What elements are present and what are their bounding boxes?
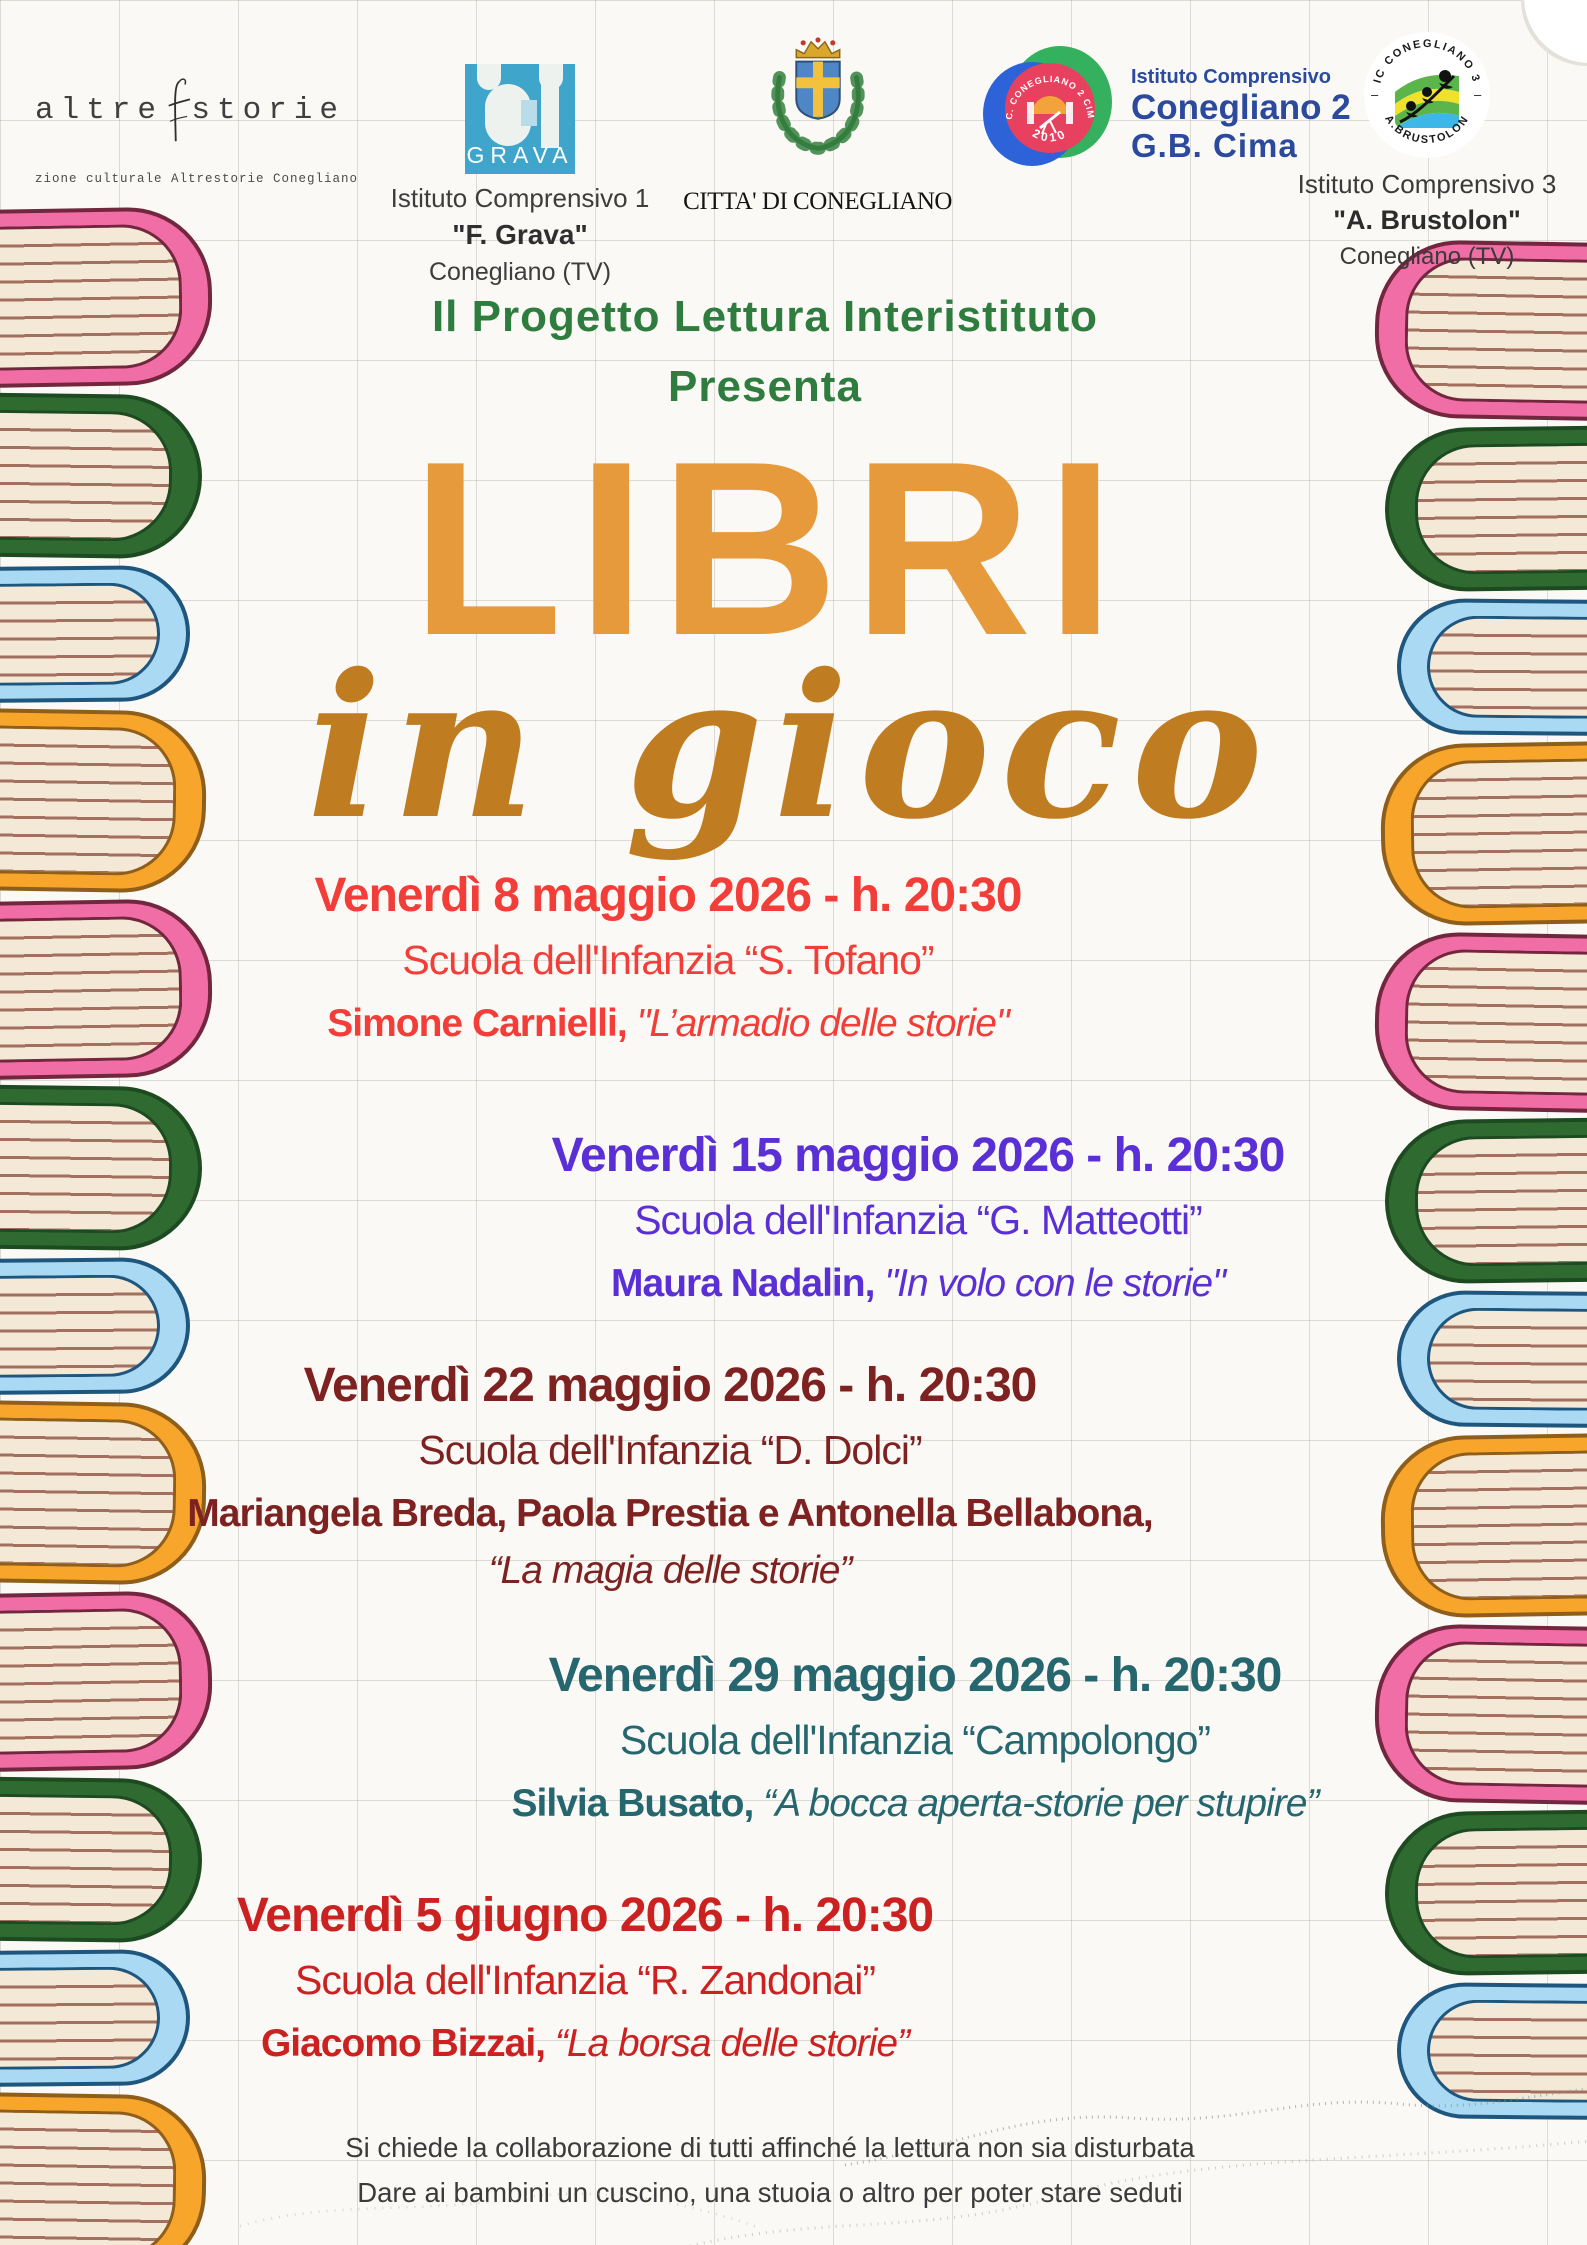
event-credit: Mariangela Breda, Paola Prestia e Antone… bbox=[170, 1486, 1170, 1599]
event-date: Venerdì 15 maggio 2026 - h. 20:30 bbox=[551, 1129, 1286, 1182]
title-libri: LIBRI bbox=[411, 409, 1129, 687]
book-pages bbox=[1414, 1134, 1587, 1267]
ic2-logo-block: I.C. CONEGLIANO 2 CIMA 2010 Istituto Com… bbox=[980, 40, 1351, 175]
grava-label: GRAVA bbox=[466, 142, 574, 168]
event-block-3: Venerdì 22 maggio 2026 - h. 20:30 Scuola… bbox=[170, 1358, 1170, 1599]
svg-text:2010: 2010 bbox=[1030, 126, 1069, 145]
footer-note: Si chiede la collaborazione di tutti aff… bbox=[0, 2126, 1540, 2215]
grava-logo: GRAVA bbox=[465, 64, 575, 174]
book-pages bbox=[1414, 1826, 1587, 1959]
altrestorie-name-right: storie bbox=[191, 92, 345, 128]
altrestorie-name-left: altre bbox=[35, 92, 164, 128]
ic3-logo-block: IC CONEGLIANO 3 A.BRUSTOLON – – Istituto… bbox=[1262, 30, 1587, 271]
event-story-title: “La magia delle storie” bbox=[488, 1548, 853, 1592]
book-pages bbox=[0, 1101, 173, 1234]
event-block-4: Venerdì 29 maggio 2026 - h. 20:30 Scuola… bbox=[415, 1648, 1415, 1833]
book-pages bbox=[1426, 1307, 1587, 1411]
book-pages bbox=[1403, 948, 1587, 1096]
event-block-5: Venerdì 5 giugno 2026 - h. 20:30 Scuola … bbox=[85, 1888, 1085, 2073]
altrestorie-caption: zione culturale Altrestorie Conegliano bbox=[35, 172, 359, 186]
book-illustration bbox=[1388, 1813, 1587, 1973]
event-block-1: Venerdì 8 maggio 2026 - h. 20:30 Scuola … bbox=[168, 868, 1168, 1053]
book-pages bbox=[0, 1274, 161, 1378]
book-illustration bbox=[1400, 1294, 1587, 1424]
event-story-title: "In volo con le storie" bbox=[884, 1262, 1226, 1305]
ic2-badge-icon: I.C. CONEGLIANO 2 CIMA 2010 bbox=[980, 40, 1112, 166]
event-presenter: Mariangela Breda, Paola Prestia e Antone… bbox=[187, 1492, 1153, 1535]
grava-caption-2: "F. Grava" bbox=[452, 219, 588, 250]
event-presenter: Silvia Busato, bbox=[511, 1782, 755, 1825]
ic3-badge-icon: IC CONEGLIANO 3 A.BRUSTOLON – – bbox=[1364, 32, 1490, 158]
event-credit: Maura Nadalin, "In volo con le storie" bbox=[418, 1256, 1418, 1313]
ic3-dash-right: – bbox=[1474, 87, 1482, 102]
event-credit: Simone Carnielli, "L’armadio delle stori… bbox=[168, 996, 1168, 1053]
ic3-caption-3: Conegliano (TV) bbox=[1339, 243, 1515, 270]
event-date: Venerdì 5 giugno 2026 - h. 20:30 bbox=[236, 1889, 934, 1942]
event-date: Venerdì 8 maggio 2026 - h. 20:30 bbox=[314, 869, 1023, 922]
grava-caption-1: Istituto Comprensivo 1 bbox=[390, 183, 650, 213]
event-date: Venerdì 29 maggio 2026 - h. 20:30 bbox=[548, 1649, 1283, 1702]
grava-shape bbox=[541, 82, 559, 148]
altrestorie-logo: altre storie zione culturale Altrestorie… bbox=[35, 72, 359, 186]
ic2-text-block: Istituto Comprensivo Conegliano 2 G.B. C… bbox=[1131, 66, 1351, 165]
ic3-caption-1: Istituto Comprensivo 3 bbox=[1297, 169, 1557, 199]
city-crest-icon bbox=[770, 37, 865, 155]
book-illustration bbox=[1383, 1437, 1587, 1615]
title-in-gioco: in gioco bbox=[306, 630, 1274, 863]
book-illustration bbox=[0, 1594, 210, 1768]
book-illustration bbox=[0, 1088, 199, 1248]
book-illustration bbox=[1400, 1986, 1587, 2116]
ic3-caption-2: "A. Brustolon" bbox=[1333, 205, 1521, 235]
event-school: Scuola dell'Infanzia “D. Dolci” bbox=[418, 1427, 922, 1473]
event-school: Scuola dell'Infanzia “S. Tofano” bbox=[402, 937, 934, 983]
book-illustration bbox=[1377, 935, 1587, 1109]
altrestorie-wordmark: altre storie bbox=[35, 72, 345, 148]
event-date: Venerdì 22 maggio 2026 - h. 20:30 bbox=[303, 1359, 1038, 1412]
ic2-line2: Conegliano 2 bbox=[1131, 88, 1351, 128]
ic2-line1: Istituto Comprensivo bbox=[1131, 66, 1332, 88]
event-credit: Giacomo Bizzai, “La borsa delle storie” bbox=[85, 2016, 1085, 2073]
book-pages bbox=[1426, 1999, 1587, 2103]
event-story-title: “La borsa delle storie” bbox=[554, 2022, 910, 2065]
grava-logo-block: GRAVA Istituto Comprensivo 1 "F. Grava" … bbox=[370, 64, 670, 287]
intro-line-1: Il Progetto Lettura Interistituto bbox=[431, 292, 1099, 341]
book-pages bbox=[1403, 1640, 1587, 1788]
event-presenter: Maura Nadalin, bbox=[611, 1262, 875, 1305]
book-pages bbox=[0, 1417, 178, 1569]
book-pages bbox=[0, 1607, 184, 1755]
city-crest-block: CITTA' DI CONEGLIANO bbox=[683, 26, 952, 216]
event-block-2: Venerdì 15 maggio 2026 - h. 20:30 Scuola… bbox=[418, 1128, 1418, 1313]
event-credit: Silvia Busato, “A bocca aperta-storie pe… bbox=[415, 1776, 1415, 1833]
event-story-title: "L’armadio delle storie" bbox=[636, 1002, 1010, 1045]
event-presenter: Giacomo Bizzai, bbox=[260, 2022, 546, 2065]
ic3-dash-left: – bbox=[1371, 87, 1379, 102]
event-story-title: “A bocca aperta-storie per stupire” bbox=[763, 1782, 1319, 1825]
grava-caption-3: Conegliano (TV) bbox=[428, 258, 612, 286]
grava-shape bbox=[521, 100, 537, 126]
intro-line-2: Presenta bbox=[668, 362, 862, 411]
event-school: Scuola dell'Infanzia “G. Matteotti” bbox=[634, 1197, 1203, 1243]
event-school: Scuola dell'Infanzia “R. Zandonai” bbox=[294, 1957, 876, 2003]
book-pages bbox=[1409, 1450, 1587, 1602]
city-caption: CITTA' DI CONEGLIANO bbox=[683, 188, 952, 215]
footer-line-1: Si chiede la collaborazione di tutti aff… bbox=[345, 2132, 1195, 2163]
book-illustration bbox=[0, 1261, 187, 1391]
book-pages bbox=[0, 915, 184, 1063]
event-presenter: Simone Carnielli, bbox=[327, 1002, 627, 1045]
altrestorie-glyph-icon bbox=[168, 78, 191, 142]
event-school: Scuola dell'Infanzia “Campolongo” bbox=[619, 1717, 1211, 1763]
ic2-line3: G.B. Cima bbox=[1131, 126, 1298, 164]
footer-line-2: Dare ai bambini un cuscino, una stuoia o… bbox=[357, 2176, 1183, 2208]
ic2-ring-year: 2010 bbox=[1030, 126, 1066, 145]
